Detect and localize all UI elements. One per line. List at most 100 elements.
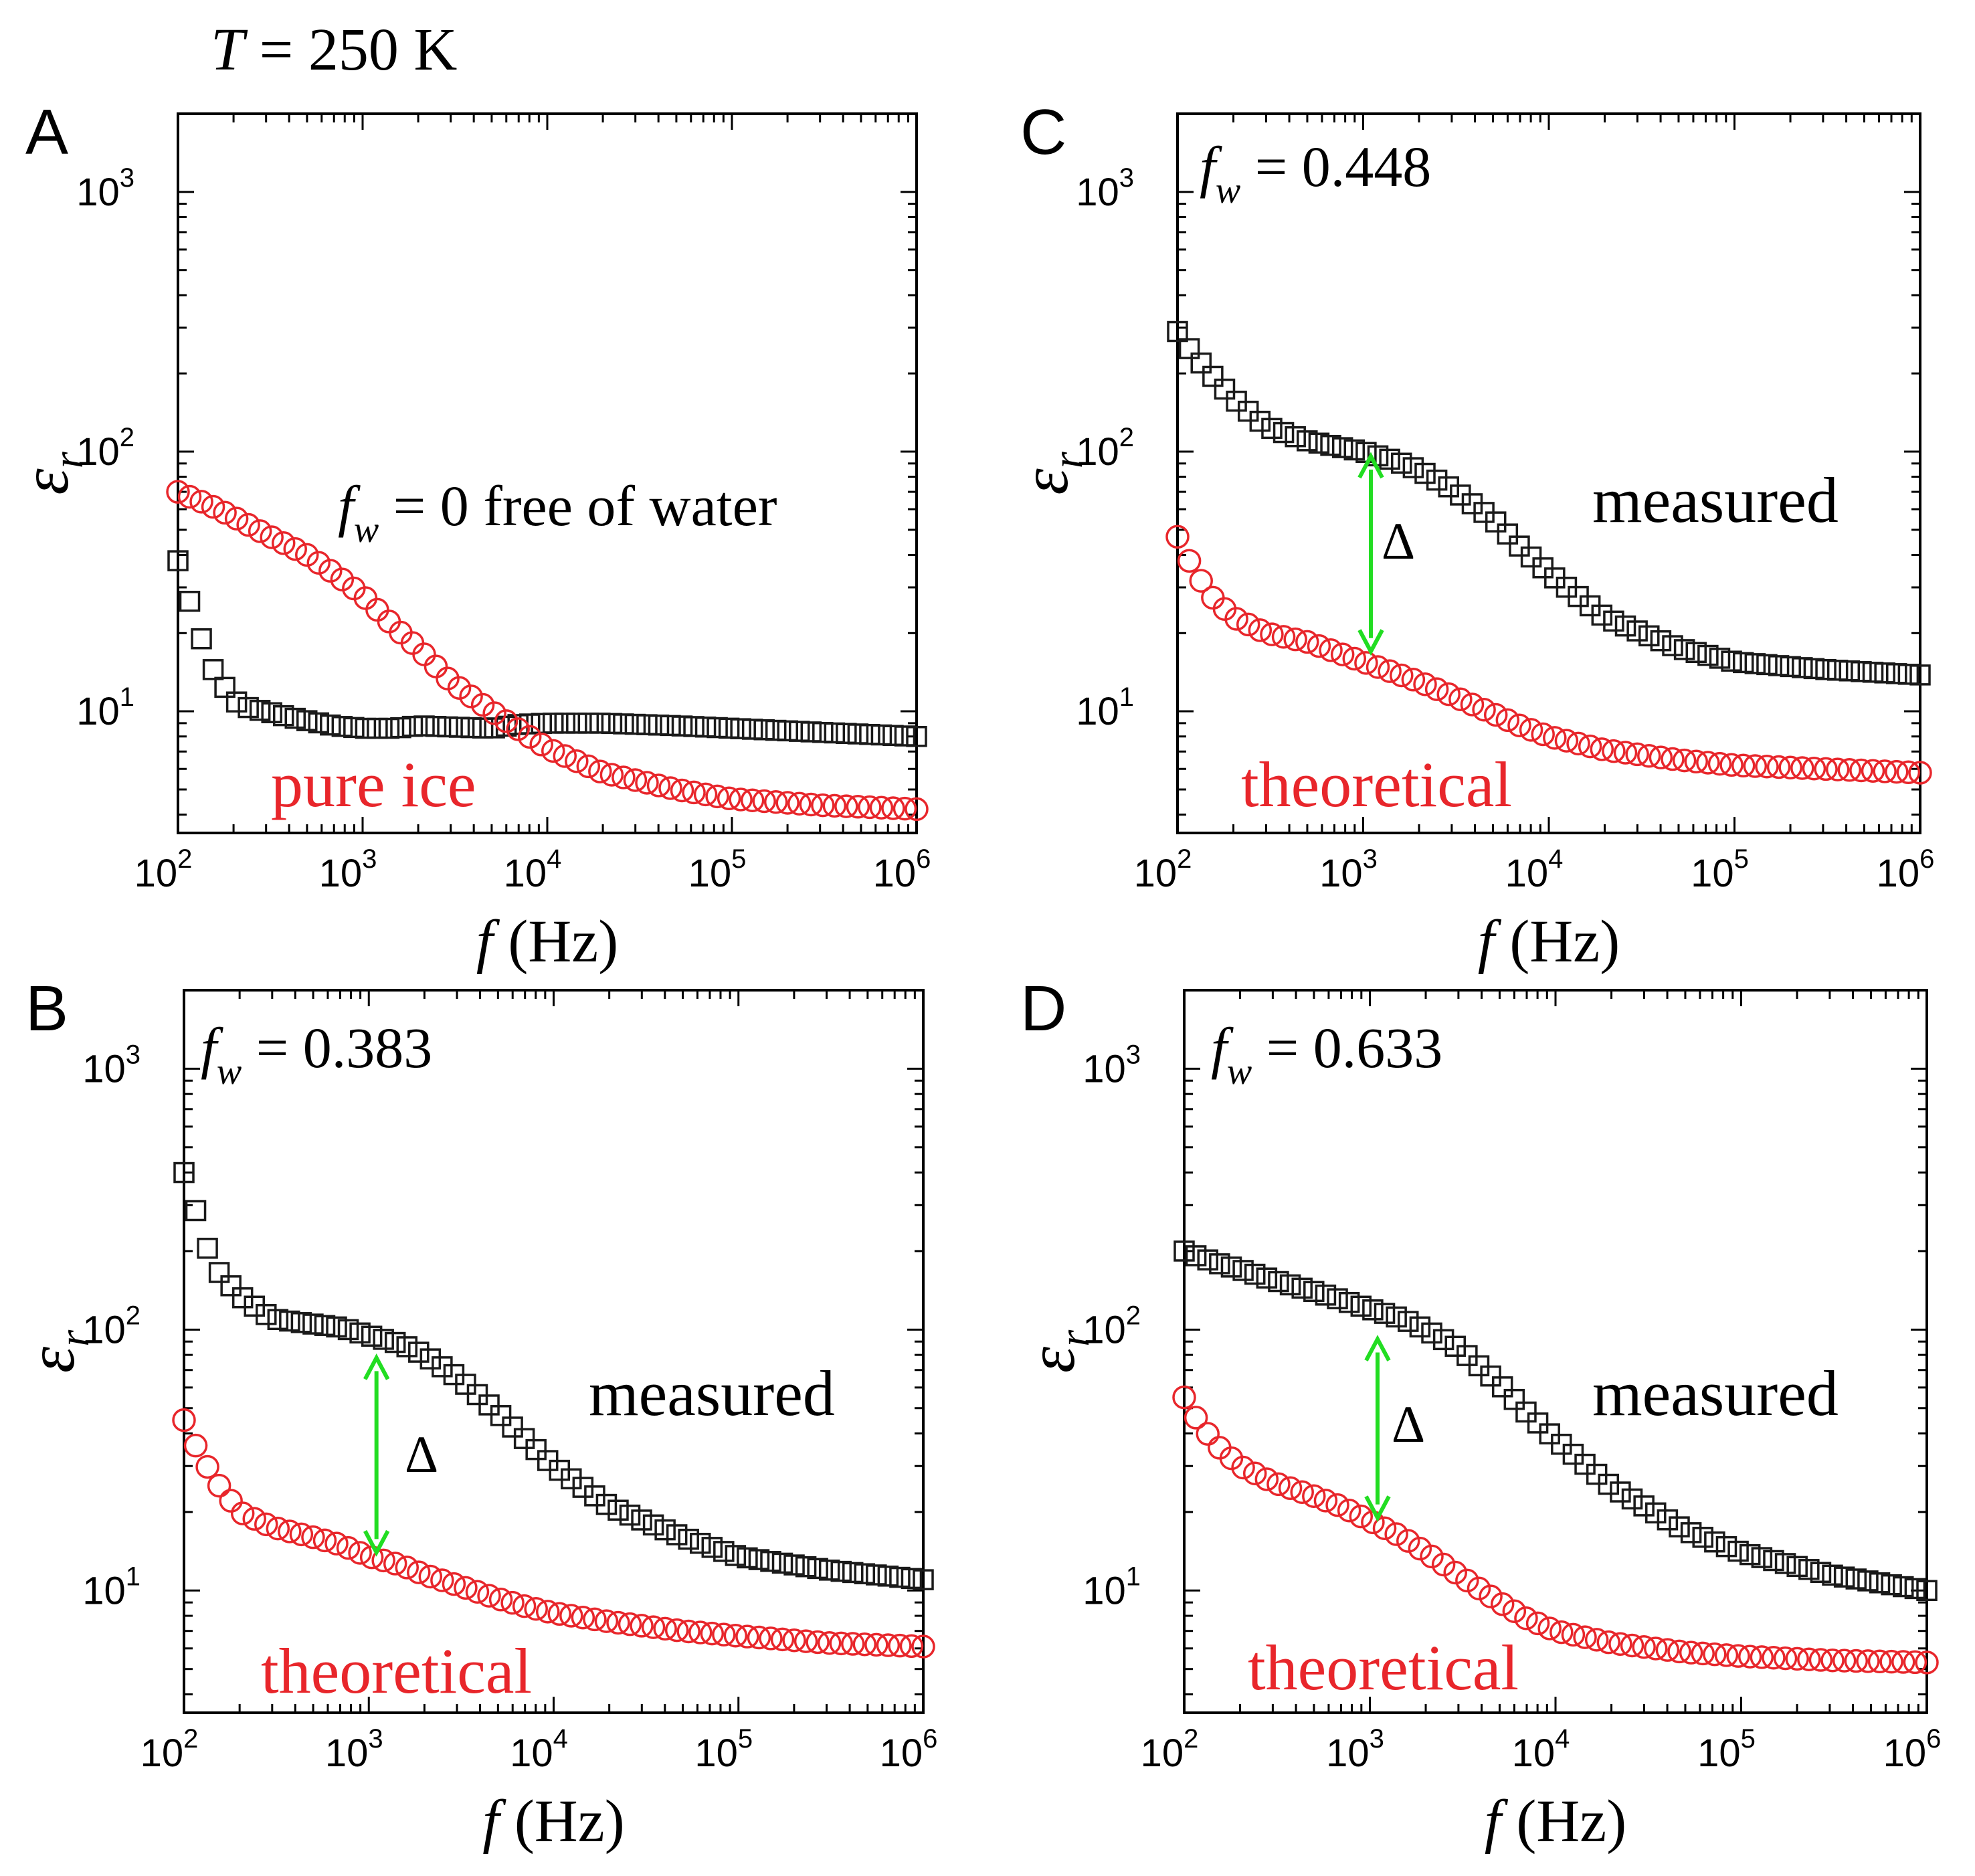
x-axis-label-unit: (Hz) (493, 909, 618, 975)
data-point-pure-ice (811, 793, 835, 818)
data-point-theoretical (477, 1584, 501, 1608)
data-point-measured (331, 716, 353, 737)
y-axis-label-d: εr (1014, 1329, 1098, 1373)
x-tick-exp: 3 (362, 844, 377, 874)
y-tick-exp: 3 (1126, 1040, 1141, 1069)
annotation-fw-b: fw = 0.383 (201, 1016, 432, 1093)
data-point-measured (1657, 1509, 1679, 1531)
data-point-measured (1621, 1488, 1643, 1510)
data-point-pure-ice (494, 709, 519, 733)
data-point-measured (1303, 1281, 1325, 1303)
data-point-measured (296, 710, 318, 731)
data-point-theoretical (1495, 708, 1520, 733)
data-point-pure-ice (635, 771, 659, 795)
data-point-pure-ice (482, 701, 506, 725)
data-point-measured (1279, 1274, 1301, 1296)
series-label-theoretical: theoretical (261, 1635, 532, 1707)
y-tick-base: 10 (76, 430, 120, 474)
data-point-theoretical (1766, 755, 1791, 779)
data-point-theoretical (1537, 1616, 1562, 1640)
data-point-measured (290, 1312, 312, 1333)
data-point-measured (343, 717, 365, 739)
data-point-measured (1362, 1299, 1384, 1321)
data-point-pure-ice (459, 684, 483, 709)
x-tick-base: 10 (694, 1731, 738, 1775)
data-point-theoretical (1467, 1576, 1491, 1600)
data-point-theoretical (911, 1634, 935, 1659)
data-point-measured (824, 722, 846, 744)
data-point-theoretical (230, 1501, 255, 1525)
data-point-theoretical (1283, 627, 1307, 652)
data-point-measured (1815, 658, 1837, 680)
x-tick-label: 102 (1134, 844, 1192, 895)
data-point-measured (707, 717, 728, 739)
data-point-measured (906, 726, 927, 747)
data-point-theoretical (1797, 1647, 1821, 1671)
annotation-fw-a: fw = 0 free of water (338, 474, 777, 551)
x-tick-base: 10 (873, 852, 917, 895)
data-point-measured (554, 713, 576, 734)
data-point-measured (765, 719, 787, 741)
data-point-measured (1520, 546, 1542, 568)
data-point-theoretical (1584, 1628, 1609, 1652)
y-axis-label-b: εr (14, 1329, 98, 1373)
data-point-theoretical (1424, 677, 1449, 701)
data-point-measured (1669, 1516, 1690, 1537)
data-point-theoretical (1726, 1644, 1750, 1668)
data-point-measured (484, 717, 505, 739)
data-point-pure-ice (166, 480, 190, 504)
y-axis-label-sub: r (1050, 1329, 1098, 1347)
data-point-theoretical (1390, 663, 1414, 688)
data-point-theoretical (1242, 1461, 1267, 1485)
data-point-theoretical (1231, 1455, 1255, 1480)
data-point-measured (842, 1562, 864, 1584)
series-theoretical-b (172, 1408, 935, 1659)
data-point-theoretical (242, 1507, 266, 1531)
data-point-measured (1685, 642, 1707, 663)
x-tick-label: 105 (688, 844, 747, 895)
data-point-measured (889, 1566, 911, 1588)
data-point-measured (373, 1329, 394, 1350)
data-point-pure-ice (646, 773, 671, 798)
data-point-theoretical (465, 1580, 490, 1604)
data-point-measured (660, 715, 681, 737)
data-point-measured (272, 705, 294, 727)
data-point-measured (671, 715, 693, 737)
x-tick-base: 10 (1691, 852, 1734, 895)
data-point-theoretical (418, 1564, 443, 1589)
data-point-theoretical (500, 1590, 525, 1615)
data-point-theoretical (1313, 1489, 1338, 1513)
x-tick-base: 10 (1505, 852, 1549, 895)
data-point-theoretical (1691, 1641, 1715, 1666)
data-point-measured (519, 713, 541, 735)
data-point-measured (800, 721, 822, 743)
data-point-measured (1768, 655, 1790, 676)
data-point-theoretical (1420, 1544, 1444, 1569)
data-point-measured (1503, 1388, 1525, 1410)
x-tick-label: 106 (1883, 1724, 1942, 1775)
data-point-measured (1202, 365, 1224, 387)
data-point-theoretical (1372, 1516, 1397, 1540)
data-point-measured (1190, 352, 1212, 374)
data-point-theoretical (1413, 672, 1437, 696)
annotation-sub: w (354, 509, 379, 551)
data-point-measured (1692, 1527, 1713, 1548)
data-point-measured (408, 1341, 430, 1363)
y-tick-label: 102 (1076, 423, 1134, 474)
y-tick-label: 101 (1076, 682, 1134, 733)
x-tick-exp: 5 (738, 1724, 753, 1754)
data-point-measured (1178, 338, 1200, 359)
data-point-pure-ice (553, 744, 577, 768)
data-point-pure-ice (787, 791, 812, 816)
x-tick-label: 105 (1691, 844, 1749, 895)
data-point-measured (847, 723, 869, 745)
x-tick-exp: 4 (1548, 844, 1563, 874)
data-point-measured (1638, 625, 1660, 647)
data-point-theoretical (1514, 1606, 1538, 1630)
x-tick-label: 106 (1877, 844, 1935, 895)
delta-arrow-head-up (363, 1353, 390, 1380)
data-point-measured (202, 659, 224, 680)
data-point-measured (1315, 1285, 1337, 1306)
data-point-theoretical (1672, 748, 1697, 773)
data-point-pure-ice (834, 794, 858, 818)
